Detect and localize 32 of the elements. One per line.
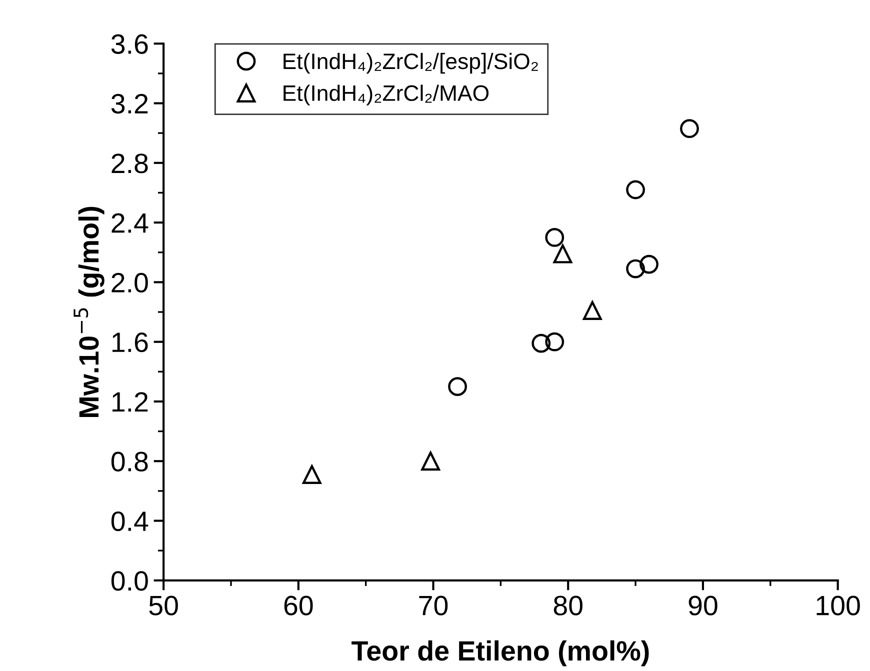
point: [640, 254, 658, 274]
x-tick-label: 90: [688, 596, 718, 616]
x-tick-label: 100: [816, 596, 860, 616]
point: [532, 334, 551, 353]
x-tick-label: 50: [149, 596, 178, 616]
x-tick-label: 70: [419, 596, 448, 616]
y-tick-label: 3.6: [111, 34, 148, 54]
point: [448, 377, 467, 396]
point: [626, 180, 645, 200]
y-tick-label: 0.8: [111, 452, 148, 472]
point: [582, 301, 602, 320]
x-tick-label: 60: [284, 596, 313, 616]
point: [302, 465, 322, 484]
y-tick-label: 2.4: [112, 213, 148, 233]
x-tick-label: 80: [554, 596, 582, 616]
point: [545, 228, 564, 247]
legend-label: Et(IndH₄)₂ZrCl₂/MAO: [284, 84, 489, 106]
y-tick-label: 2.8: [112, 154, 148, 174]
y-tick-label: 0.4: [111, 511, 148, 532]
y-tick-label: 0.0: [111, 571, 148, 591]
y-tick-label: 3.2: [111, 94, 148, 114]
point: [680, 119, 699, 138]
x-axis-title: Teor de Etileno (mol%): [352, 640, 649, 666]
point: [626, 259, 645, 278]
legend-label: Et(IndH₄)₂ZrCl₂/[esp]/SiO₂: [284, 52, 538, 74]
y-tick-label: 2.0: [112, 272, 148, 293]
point: [545, 332, 564, 352]
point: [421, 452, 440, 471]
y-tick-label: 1.2: [112, 392, 148, 412]
point: [553, 244, 572, 264]
y-tick-label: 1.6: [112, 332, 148, 352]
y-axis-title: Mw.10$^{−5}$ (g/mol): [74, 206, 104, 417]
